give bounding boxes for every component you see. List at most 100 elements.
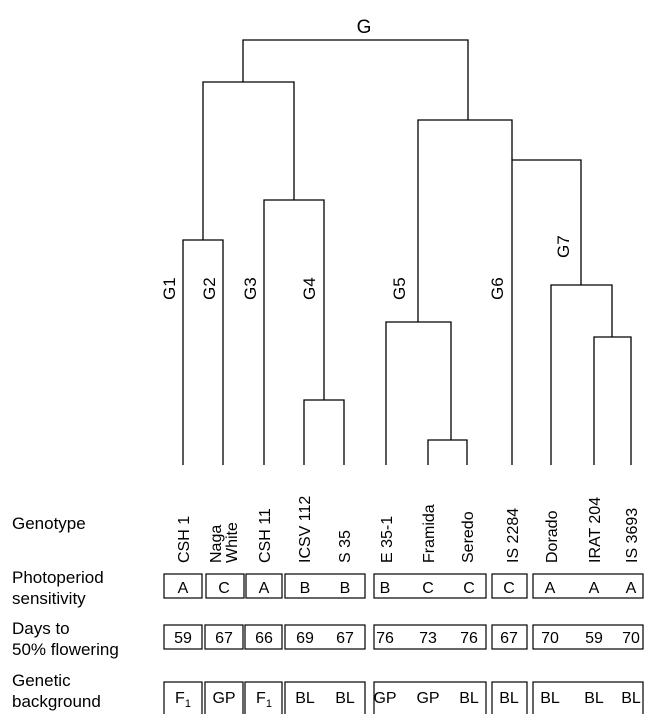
background-value: GP bbox=[212, 690, 235, 707]
row-label-photoperiod: Photoperiod sensitivity bbox=[12, 568, 108, 608]
genotype-label: CSH 1 bbox=[176, 516, 193, 563]
days-value: 67 bbox=[336, 630, 354, 647]
genotype-label: IS 3693 bbox=[624, 508, 641, 563]
photoperiod-value: C bbox=[503, 580, 515, 597]
genotype-label-line: IS 2284 bbox=[505, 508, 522, 563]
background-value-base: BL bbox=[499, 690, 519, 707]
days-box bbox=[491, 624, 528, 650]
genotype-label-line: Dorado bbox=[544, 510, 561, 563]
branch-g1-g4 bbox=[202, 81, 295, 240]
photoperiod-value: A bbox=[545, 580, 556, 597]
background-value: BL bbox=[540, 690, 560, 707]
row-label-background-line2: background bbox=[12, 692, 101, 711]
genotype-label: S 35 bbox=[337, 530, 354, 563]
background-boxes bbox=[163, 681, 644, 714]
genotype-label: E 35-1 bbox=[379, 516, 396, 563]
genotype-label: Framida bbox=[421, 504, 438, 563]
row-label-background: Genetic background bbox=[12, 671, 101, 711]
days-value: 76 bbox=[460, 630, 478, 647]
background-value: BL bbox=[459, 690, 479, 707]
genotype-label-line: IS 3693 bbox=[624, 508, 641, 563]
branch-root bbox=[242, 39, 469, 120]
background-value: GP bbox=[373, 690, 396, 707]
branch-irat-is3693 bbox=[593, 336, 632, 465]
photoperiod-value: B bbox=[380, 580, 391, 597]
days-value: 59 bbox=[585, 630, 603, 647]
days-value: 59 bbox=[174, 630, 192, 647]
background-value: GP bbox=[416, 690, 439, 707]
photoperiod-box bbox=[373, 573, 487, 599]
days-value: 67 bbox=[500, 630, 518, 647]
row-label-days-line1: Days to bbox=[12, 619, 70, 638]
days-values: 59 67 66 69 67 76 73 76 67 70 59 70 bbox=[174, 630, 640, 647]
photoperiod-boxes bbox=[163, 573, 644, 599]
days-value: 66 bbox=[255, 630, 273, 647]
row-label-days: Days to 50% flowering bbox=[12, 619, 119, 659]
photoperiod-value: C bbox=[463, 580, 475, 597]
background-value: F1 bbox=[175, 690, 191, 710]
days-box bbox=[244, 624, 283, 650]
photoperiod-value: C bbox=[422, 580, 434, 597]
row-label-days-line2: 50% flowering bbox=[12, 640, 119, 659]
background-box bbox=[244, 681, 283, 714]
group-label-g1: G1 bbox=[160, 277, 179, 300]
background-value-base: BL bbox=[295, 690, 315, 707]
genotype-label: IRAT 204 bbox=[587, 497, 604, 563]
genotype-label-line: CSH 1 bbox=[176, 516, 193, 563]
genotype-label: Dorado bbox=[544, 510, 561, 563]
background-value-base: BL bbox=[335, 690, 355, 707]
row-labels: Genotype Photoperiod sensitivity Days to… bbox=[12, 514, 119, 711]
days-value: 67 bbox=[215, 630, 233, 647]
row-label-photoperiod-line2: sensitivity bbox=[12, 589, 86, 608]
photoperiod-value: C bbox=[218, 580, 230, 597]
background-value-base: GP bbox=[416, 690, 439, 707]
background-value: BL bbox=[499, 690, 519, 707]
root-label: G bbox=[357, 17, 372, 38]
background-value-base: BL bbox=[621, 690, 641, 707]
days-value: 70 bbox=[622, 630, 640, 647]
background-value: BL bbox=[295, 690, 315, 707]
days-value: 70 bbox=[541, 630, 559, 647]
branch-dorado-irat bbox=[550, 284, 613, 465]
branch-g5-g7 bbox=[417, 119, 513, 322]
days-value: 69 bbox=[296, 630, 314, 647]
background-value-subscript: 1 bbox=[266, 698, 272, 710]
group-label-g4: G4 bbox=[300, 277, 319, 300]
background-value-base: GP bbox=[373, 690, 396, 707]
photoperiod-value: A bbox=[178, 580, 189, 597]
photoperiod-value: A bbox=[626, 580, 637, 597]
genotype-label: IS 2284 bbox=[505, 508, 522, 563]
branch-icsv112-s35 bbox=[303, 399, 345, 465]
row-label-photoperiod-line1: Photoperiod bbox=[12, 568, 104, 587]
genotype-labels: CSH 1 NagaWhite CSH 11 ICSV 112 S 35 E 35-1 Fr… bbox=[176, 496, 641, 563]
row-label-genotype: Genotype bbox=[12, 514, 86, 533]
genotype-label-line: S 35 bbox=[337, 530, 354, 563]
background-values: F1 GP F1 BL BL GP GP BL BL BL BL BL bbox=[175, 690, 641, 710]
background-box bbox=[491, 681, 528, 714]
photoperiod-box bbox=[284, 573, 366, 599]
background-value-base: BL bbox=[584, 690, 604, 707]
background-value: F1 bbox=[256, 690, 272, 710]
genotype-label: ICSV 112 bbox=[297, 496, 314, 563]
photoperiod-value: B bbox=[340, 580, 351, 597]
row-label-background-line1: Genetic bbox=[12, 671, 71, 690]
background-value-base: F bbox=[256, 690, 266, 707]
branch-g3-g4 bbox=[263, 199, 325, 465]
genotype-label-line: ICSV 112 bbox=[297, 496, 314, 563]
genotype-label-line: IRAT 204 bbox=[587, 497, 604, 563]
days-box bbox=[163, 624, 203, 650]
genotype-label: CSH 11 bbox=[257, 508, 274, 563]
photoperiod-box bbox=[205, 573, 245, 599]
photoperiod-box bbox=[532, 573, 644, 599]
group-labels: G1 G2 G3 G4 G5 G6 G7 bbox=[160, 235, 573, 300]
days-value: 76 bbox=[376, 630, 394, 647]
photoperiod-value: A bbox=[589, 580, 600, 597]
group-label-g5: G5 bbox=[390, 277, 409, 300]
background-box bbox=[163, 681, 203, 714]
group-label-g2: G2 bbox=[200, 277, 219, 300]
genotype-label-line: E 35-1 bbox=[379, 516, 396, 563]
genotype-label-line: White bbox=[224, 522, 241, 563]
days-box bbox=[532, 624, 644, 650]
